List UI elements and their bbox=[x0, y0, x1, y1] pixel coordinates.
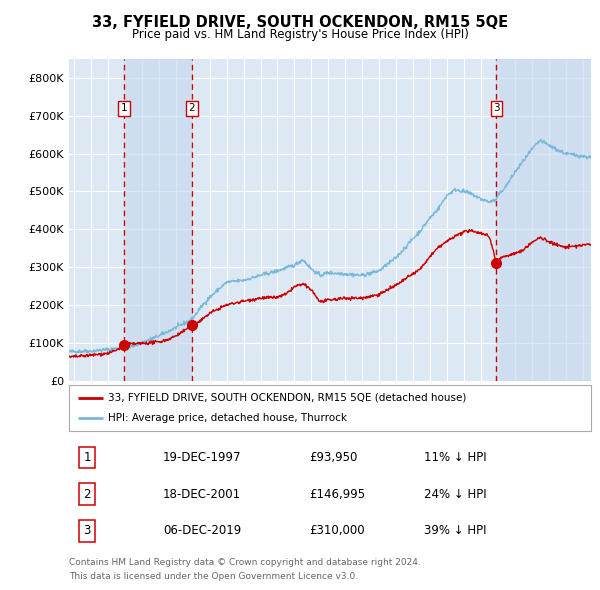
Text: 33, FYFIELD DRIVE, SOUTH OCKENDON, RM15 5QE: 33, FYFIELD DRIVE, SOUTH OCKENDON, RM15 … bbox=[92, 15, 508, 30]
Text: 1: 1 bbox=[83, 451, 91, 464]
Text: 18-DEC-2001: 18-DEC-2001 bbox=[163, 487, 241, 501]
Text: 24% ↓ HPI: 24% ↓ HPI bbox=[424, 487, 487, 501]
Text: 1: 1 bbox=[121, 103, 128, 113]
Text: £310,000: £310,000 bbox=[309, 525, 365, 537]
Text: 06-DEC-2019: 06-DEC-2019 bbox=[163, 525, 241, 537]
Text: 3: 3 bbox=[493, 103, 500, 113]
Bar bbox=[124, 59, 192, 381]
Text: 11% ↓ HPI: 11% ↓ HPI bbox=[424, 451, 487, 464]
Text: 33, FYFIELD DRIVE, SOUTH OCKENDON, RM15 5QE (detached house): 33, FYFIELD DRIVE, SOUTH OCKENDON, RM15 … bbox=[108, 392, 467, 402]
Text: 2: 2 bbox=[83, 487, 91, 501]
Text: 3: 3 bbox=[83, 525, 91, 537]
Text: Price paid vs. HM Land Registry's House Price Index (HPI): Price paid vs. HM Land Registry's House … bbox=[131, 28, 469, 41]
Text: £93,950: £93,950 bbox=[309, 451, 358, 464]
Text: £146,995: £146,995 bbox=[309, 487, 365, 501]
Text: HPI: Average price, detached house, Thurrock: HPI: Average price, detached house, Thur… bbox=[108, 413, 347, 423]
Text: 39% ↓ HPI: 39% ↓ HPI bbox=[424, 525, 487, 537]
Text: 2: 2 bbox=[189, 103, 196, 113]
Text: This data is licensed under the Open Government Licence v3.0.: This data is licensed under the Open Gov… bbox=[69, 572, 358, 581]
Bar bbox=[496, 59, 591, 381]
Text: Contains HM Land Registry data © Crown copyright and database right 2024.: Contains HM Land Registry data © Crown c… bbox=[69, 558, 421, 566]
Text: 19-DEC-1997: 19-DEC-1997 bbox=[163, 451, 241, 464]
